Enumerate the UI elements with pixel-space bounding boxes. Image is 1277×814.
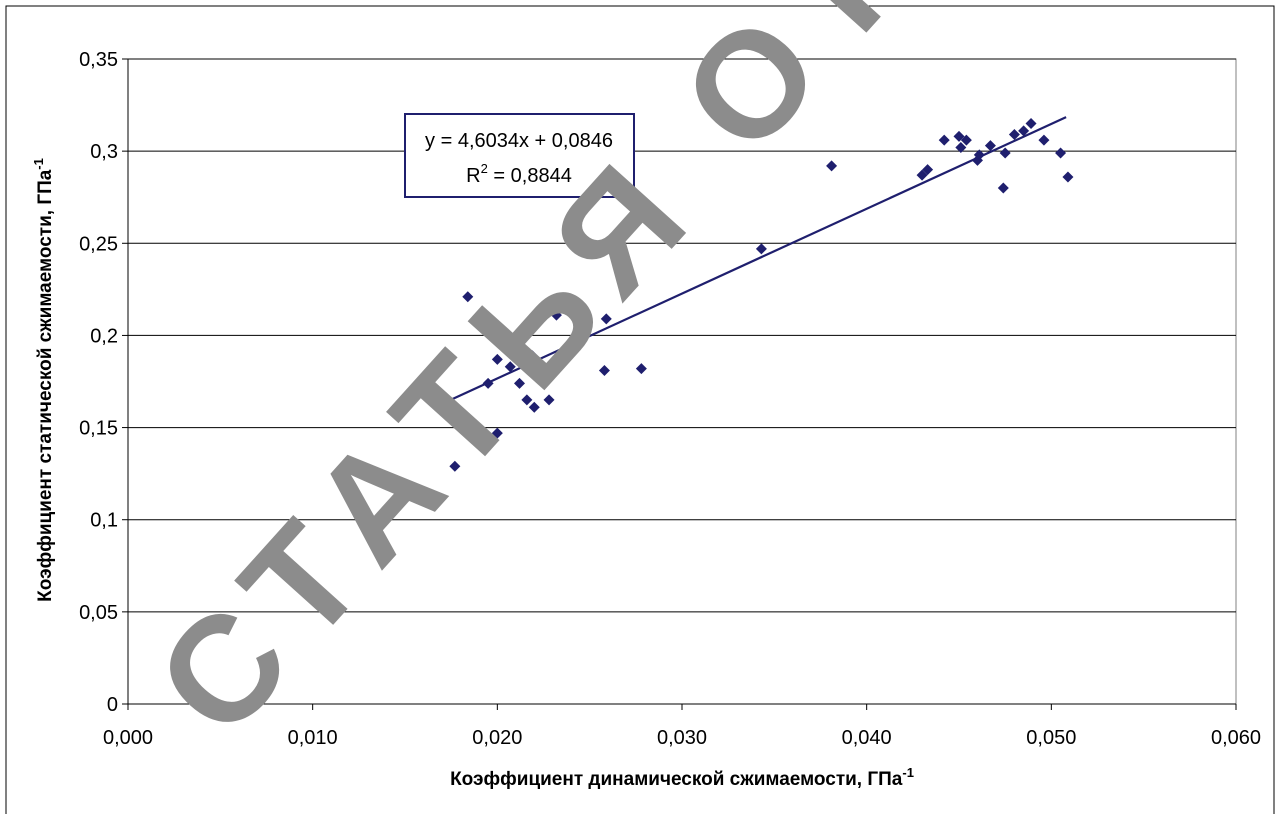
trend-r2: R2 = 0,8844	[466, 161, 572, 187]
data-point-34	[1038, 134, 1050, 146]
data-point-22	[938, 134, 950, 146]
y-axis-title-text: Коэффициент статической сжимаемости, ГПа	[35, 169, 56, 602]
data-point-3	[491, 353, 503, 365]
y-axis-ticks: 0 0,05 0,1 0,15 0,2 0,25 0,3 0,35	[79, 49, 128, 716]
trend-r2-sup: 2	[481, 161, 488, 176]
data-point-28	[984, 140, 996, 152]
y-tick-label-7: 0,35	[79, 49, 118, 71]
data-point-31	[1008, 129, 1020, 141]
data-point-24	[955, 141, 967, 153]
data-point-23	[953, 130, 965, 142]
data-point-5	[491, 427, 503, 439]
data-point-2	[477, 307, 489, 319]
plot-area-frame	[127, 58, 1237, 705]
data-point-8	[521, 394, 533, 406]
data-point-36	[1062, 171, 1074, 183]
data-point-14	[598, 364, 610, 376]
data-point-25	[960, 134, 972, 146]
trend-r2-prefix: R	[466, 165, 480, 187]
x-tick-label-2: 0,020	[472, 727, 522, 749]
trendline	[450, 116, 1067, 401]
trend-r2-value: = 0,8844	[488, 165, 572, 187]
data-point-16	[635, 363, 647, 375]
data-point-12	[543, 394, 555, 406]
data-point-29	[997, 182, 1009, 194]
data-point-17	[617, 272, 629, 284]
data-point-0	[449, 460, 461, 472]
plot-area: 0,000 0,010 0,020 0,030 0,040 0,050 0,060 00,0…	[79, 49, 1261, 749]
y-tick-label-2: 0,1	[90, 510, 118, 532]
x-tick-label-6: 0,060	[1211, 727, 1261, 749]
y-tick-label-6: 0,3	[90, 141, 118, 163]
data-point-20	[916, 169, 928, 181]
data-point-11	[536, 370, 548, 382]
data-point-19	[826, 160, 838, 172]
equation-box-frame	[404, 113, 635, 198]
y-axis-title: Коэффициент статической сжимаемости, ГПа…	[31, 158, 56, 602]
y-tick-label-5: 0,25	[79, 233, 118, 255]
x-axis-title-sup: -1	[902, 765, 914, 780]
data-point-10	[528, 401, 540, 413]
y-tick-label-1: 0,05	[79, 602, 118, 624]
x-axis-title: Коэффициент динамической сжимаемости, ГП…	[450, 765, 914, 790]
x-tick-label-4: 0,040	[842, 727, 892, 749]
data-point-18	[755, 243, 767, 255]
gridlines	[128, 58, 1236, 613]
data-point-33	[1025, 118, 1037, 129]
data-point-13	[550, 309, 562, 321]
x-tick-label-1: 0,010	[288, 727, 338, 749]
trend-equation: y = 4,6034x + 0,0846	[425, 130, 613, 152]
data-point-32	[1018, 125, 1030, 137]
data-point-15	[600, 313, 612, 325]
x-tick-label-3: 0,030	[657, 727, 707, 749]
y-tick-label-4: 0,2	[90, 325, 118, 347]
x-tick-label-5: 0,050	[1026, 727, 1076, 749]
data-point-7	[513, 377, 525, 389]
data-point-1	[462, 291, 474, 303]
data-point-30	[999, 147, 1011, 159]
x-axis-title-text: Коэффициент динамической сжимаемости, ГП…	[450, 769, 903, 790]
y-axis-title-sup: -1	[31, 158, 46, 170]
equation-box: y = 4,6034x + 0,0846 R2 = 0,8844	[404, 113, 635, 198]
x-tick-label-0: 0,000	[103, 727, 153, 749]
data-points	[449, 118, 1074, 472]
y-tick-label-0: 0	[107, 694, 118, 716]
data-point-9	[526, 350, 538, 362]
y-tick-label-3: 0,15	[79, 418, 118, 440]
data-point-6	[504, 361, 516, 373]
data-point-21	[922, 164, 934, 176]
x-axis-ticks: 0,000 0,010 0,020 0,030 0,040 0,050 0,060	[103, 704, 1261, 749]
data-point-35	[1055, 147, 1067, 159]
